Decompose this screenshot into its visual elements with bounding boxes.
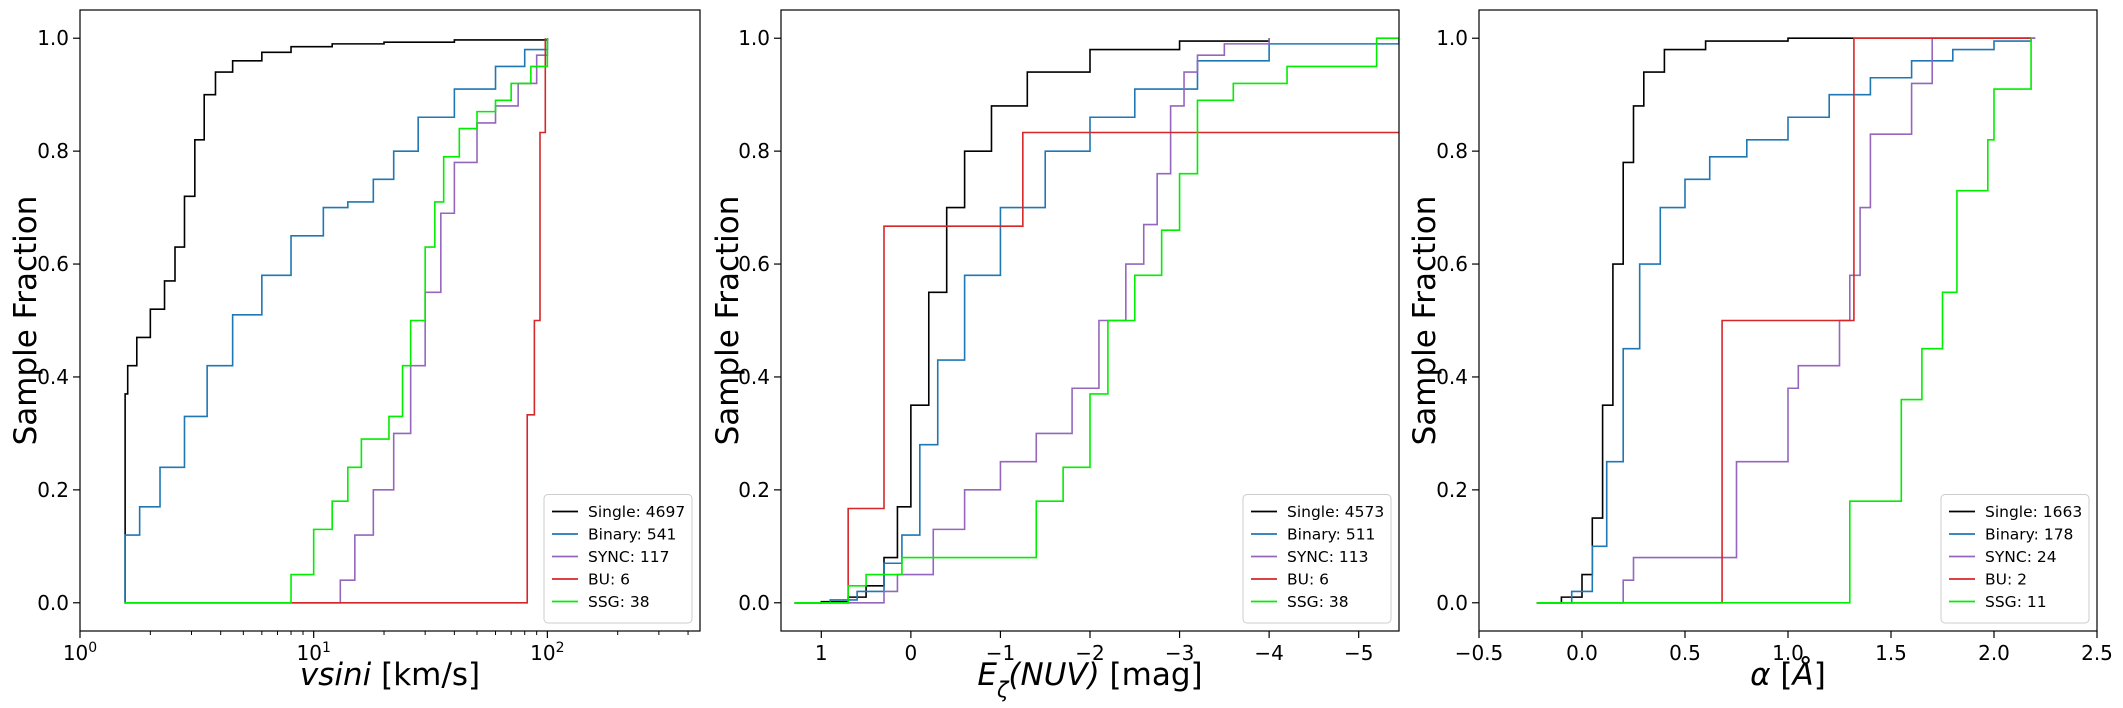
legend-label-sync: SYNC: 117 bbox=[588, 548, 669, 566]
y-tick-label: 0.2 bbox=[37, 478, 69, 502]
legend-label-binary: Binary: 178 bbox=[1985, 526, 2073, 544]
series-line-single bbox=[124, 38, 549, 604]
x-tick-label: −0.5 bbox=[1455, 641, 1504, 665]
y-tick-label: 0.6 bbox=[1436, 252, 1468, 276]
legend-box bbox=[1242, 494, 1392, 624]
legend-label-ssg: SSG: 38 bbox=[1287, 593, 1349, 611]
x-tick-label: 1 bbox=[815, 641, 828, 665]
series-line-binary bbox=[1536, 38, 2032, 604]
x-tick-label: −5 bbox=[1344, 641, 1373, 665]
x-tick-label: 1.0 bbox=[1772, 641, 1804, 665]
series-line-single bbox=[794, 38, 1270, 604]
legend-label-single: Single: 1663 bbox=[1985, 503, 2082, 521]
legend-box bbox=[543, 494, 693, 624]
y-axis-label: Sample Fraction bbox=[710, 196, 746, 446]
legend-label-bu: BU: 6 bbox=[1287, 571, 1329, 589]
y-tick-label: 0.0 bbox=[1436, 591, 1468, 615]
series-line-binary bbox=[124, 38, 549, 604]
legend: Single: 1663 Binary: 178 SYNC: 24 BU: 2 SSG:… bbox=[1940, 494, 2090, 624]
x-tick-label: 102 bbox=[530, 640, 564, 665]
y-tick-label: 0.8 bbox=[738, 139, 770, 163]
series-line-ssg bbox=[124, 38, 549, 604]
x-tick-label: 2.0 bbox=[1978, 641, 2010, 665]
x-tick-label: −2 bbox=[1075, 641, 1104, 665]
y-tick-label: 0.0 bbox=[738, 591, 770, 615]
series-line-sync bbox=[794, 38, 1270, 604]
legend-label-bu: BU: 6 bbox=[588, 571, 630, 589]
x-tick-label: 0.0 bbox=[1566, 641, 1598, 665]
legend: Single: 4573 Binary: 511 SYNC: 113 BU: 6 SSG… bbox=[1242, 494, 1392, 624]
legend-label-sync: SYNC: 113 bbox=[1287, 548, 1368, 566]
series-line-ssg bbox=[1536, 38, 2032, 604]
legend-label-bu: BU: 2 bbox=[1985, 571, 2027, 589]
series-group bbox=[1536, 37, 2036, 604]
y-tick-label: 0.6 bbox=[37, 252, 69, 276]
y-axis-label: Sample Fraction bbox=[1407, 196, 1443, 446]
x-tick-label: 100 bbox=[63, 640, 97, 665]
y-tick-label: 0.4 bbox=[37, 365, 69, 389]
legend-label-ssg: SSG: 38 bbox=[588, 593, 650, 611]
x-tick-label: 1.5 bbox=[1875, 641, 1907, 665]
y-tick-label: 1.0 bbox=[1436, 26, 1468, 50]
series-group bbox=[794, 37, 1399, 604]
x-axis-label: vsini [km/s] bbox=[300, 657, 480, 693]
y-tick-label: 0.6 bbox=[738, 252, 770, 276]
plot-frame bbox=[79, 9, 701, 632]
y-tick-label: 0.8 bbox=[37, 139, 69, 163]
series-line-binary bbox=[794, 38, 1399, 604]
x-tick-label: −3 bbox=[1165, 641, 1194, 665]
y-tick-label: 0.2 bbox=[738, 478, 770, 502]
y-tick-label: 0.0 bbox=[37, 591, 69, 615]
legend-label-sync: SYNC: 24 bbox=[1985, 548, 2057, 566]
legend-label-binary: Binary: 511 bbox=[1287, 526, 1375, 544]
y-tick-label: 0.4 bbox=[1436, 365, 1468, 389]
x-axis-label: Eζ(NUV) [mag] bbox=[977, 657, 1202, 702]
series-line-bu bbox=[124, 38, 547, 604]
x-tick-label: 0.5 bbox=[1669, 641, 1701, 665]
y-tick-label: 1.0 bbox=[738, 26, 770, 50]
legend-label-single: Single: 4573 bbox=[1287, 503, 1384, 521]
y-tick-label: 1.0 bbox=[37, 26, 69, 50]
series-line-sync bbox=[124, 38, 549, 604]
y-tick-label: 0.4 bbox=[738, 365, 770, 389]
legend-box bbox=[1940, 494, 2090, 624]
series-group bbox=[124, 38, 549, 604]
x-tick-label: −1 bbox=[986, 641, 1015, 665]
series-line-ssg bbox=[794, 37, 1399, 604]
x-tick-label: −4 bbox=[1254, 641, 1283, 665]
legend-label-binary: Binary: 541 bbox=[588, 526, 676, 544]
legend-label-ssg: SSG: 11 bbox=[1985, 593, 2047, 611]
x-axis-label: α [Å] bbox=[1750, 657, 1826, 693]
legend-label-single: Single: 4697 bbox=[588, 503, 685, 521]
chart-panel-3: −0.5 0.0 0.5 1.0 1.5 2.0 2.5 0.0 0.2 0.4 0.6 0.8 1.0… bbox=[1407, 9, 2113, 693]
series-line-single bbox=[1536, 37, 2036, 604]
x-tick-label: 2.5 bbox=[2081, 641, 2113, 665]
y-axis-label: Sample Fraction bbox=[8, 196, 44, 446]
chart-panel-2: 1 0 −1 −2 −3 −4 −5 0.0 0.2 0.4 0.6 0.8 1.0 Sample Fra… bbox=[710, 9, 1400, 702]
y-tick-label: 0.2 bbox=[1436, 478, 1468, 502]
y-tick-label: 0.8 bbox=[1436, 139, 1468, 163]
x-tick-label: 0 bbox=[905, 641, 918, 665]
legend: Single: 4697 Binary: 541 SYNC: 117 BU: 6 SSG… bbox=[543, 494, 693, 624]
